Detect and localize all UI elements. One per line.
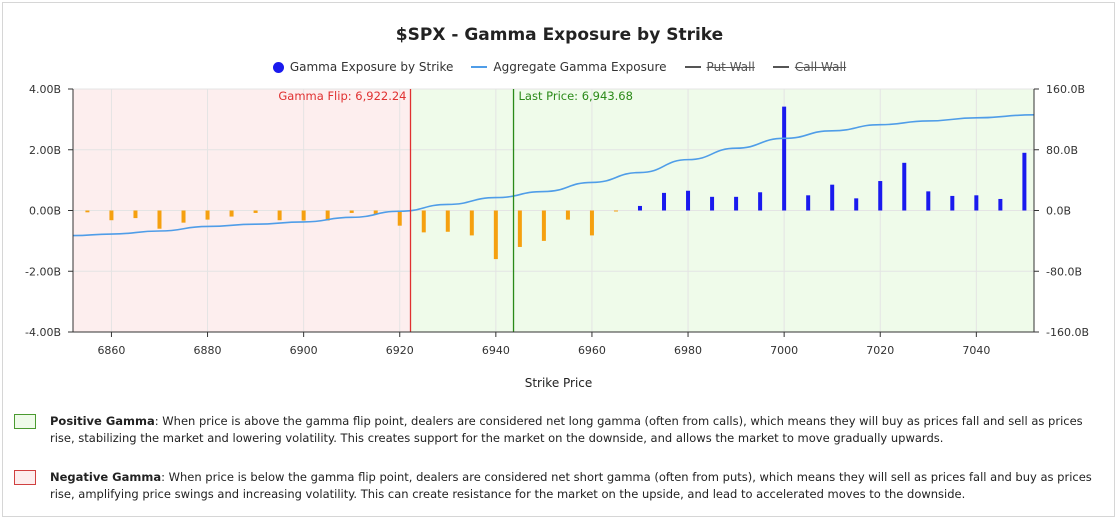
bar-6855 — [85, 210, 90, 213]
x-tick-label: 6980 — [674, 344, 702, 357]
bar-6945 — [517, 210, 522, 247]
chart-title: $SPX - Gamma Exposure by Strike — [395, 25, 724, 45]
note-body: : When price is above the gamma flip poi… — [50, 414, 1083, 445]
bar-6940 — [493, 210, 498, 260]
x-tick-label: 6860 — [97, 344, 125, 357]
bar-6985 — [710, 196, 715, 211]
bar-6920 — [397, 210, 402, 226]
y-tick-label-right: -160.0B — [1046, 326, 1089, 339]
note-positive-gamma: Positive Gamma: When price is above the … — [14, 413, 1099, 447]
x-axis-label: Strike Price — [525, 376, 593, 390]
chart-plot: Gamma Flip: 6,922.24 Last Price: 6,943.68… — [25, 83, 1089, 390]
note-negative-gamma: Negative Gamma: When price is below the … — [14, 469, 1099, 503]
bar-6990 — [734, 196, 739, 211]
bar-6935 — [469, 210, 474, 236]
x-tick-label: 7000 — [770, 344, 798, 357]
legend-item-put-wall[interactable]: Put Wall — [684, 60, 755, 74]
negative-gamma-swatch — [14, 470, 36, 485]
y-tick-label-right: -80.0B — [1046, 265, 1082, 278]
y-tick-label-right: 0.0B — [1046, 205, 1071, 218]
legend-line-icon — [471, 66, 488, 68]
bar-7010 — [830, 184, 835, 211]
bar-6980 — [686, 190, 691, 211]
legend-label: Aggregate Gamma Exposure — [493, 60, 667, 74]
note-term: Negative Gamma — [50, 470, 162, 484]
bar-6995 — [758, 192, 763, 211]
y-tick-label-left: -2.00B — [25, 265, 61, 278]
bar-7005 — [806, 195, 811, 211]
legend-label: Gamma Exposure by Strike — [289, 60, 454, 74]
y-tick-label-left: -4.00B — [25, 326, 61, 339]
legend-item-aggregate-gamma-exposure[interactable]: Aggregate Gamma Exposure — [471, 60, 667, 74]
ref-label-gamma-flip: Gamma Flip: 6,922.24 — [278, 89, 406, 103]
ref-label-last-price: Last Price: 6,943.68 — [519, 89, 633, 103]
bar-6975 — [662, 192, 667, 211]
chart-legend: Gamma Exposure by Strike Aggregate Gamma … — [3, 60, 1116, 74]
aggregate-gamma-line — [72, 114, 1035, 237]
note-body: : When price is below the gamma flip poi… — [50, 470, 1092, 501]
positive-gamma-swatch — [14, 414, 36, 429]
bar-6910 — [349, 210, 354, 213]
bar-6930 — [445, 210, 450, 232]
bar-6965 — [613, 210, 618, 212]
bar-7020 — [878, 181, 883, 211]
bar-6895 — [277, 210, 282, 221]
bar-6860 — [109, 210, 114, 221]
bar-6865 — [133, 210, 138, 219]
bar-7000 — [782, 106, 787, 211]
bar-6970 — [637, 205, 642, 211]
bar-7025 — [902, 162, 907, 211]
x-tick-label: 6920 — [386, 344, 414, 357]
legend-item-call-wall[interactable]: Call Wall — [772, 60, 847, 74]
legend-item-gamma-exposure-by-strike[interactable]: Gamma Exposure by Strike — [272, 60, 454, 74]
bar-6955 — [565, 210, 570, 220]
legend-label: Call Wall — [794, 60, 847, 74]
legend-label: Put Wall — [706, 60, 755, 74]
bar-6960 — [589, 210, 594, 236]
legend-line-icon — [772, 66, 789, 68]
bar-6950 — [541, 210, 546, 241]
bar-6890 — [253, 210, 258, 213]
x-tick-label: 6880 — [194, 344, 222, 357]
bar-6880 — [205, 210, 210, 220]
note-term: Positive Gamma — [50, 414, 155, 428]
legend-line-icon — [684, 66, 701, 68]
x-tick-label: 7040 — [962, 344, 990, 357]
bar-7030 — [926, 191, 931, 211]
bar-7050 — [1022, 152, 1027, 211]
y-tick-label-left: 2.00B — [29, 144, 61, 157]
y-tick-label-left: 4.00B — [29, 83, 61, 96]
bar-6870 — [157, 210, 162, 229]
y-tick-label-right: 80.0B — [1046, 144, 1078, 157]
x-tick-label: 6940 — [482, 344, 510, 357]
bar-7040 — [974, 195, 979, 211]
y-tick-label-right: 160.0B — [1046, 83, 1085, 96]
bar-6925 — [421, 210, 426, 233]
bar-6905 — [325, 210, 330, 221]
bar-7035 — [950, 195, 955, 211]
y-tick-label-left: 0.00B — [29, 205, 61, 218]
bar-7045 — [998, 198, 1003, 211]
bar-6885 — [229, 210, 234, 217]
x-tick-label: 6960 — [578, 344, 606, 357]
bar-7015 — [854, 198, 859, 211]
x-tick-label: 6900 — [290, 344, 318, 357]
bar-6875 — [181, 210, 186, 223]
legend-dot-icon — [272, 61, 284, 73]
x-tick-label: 7020 — [866, 344, 894, 357]
bar-6900 — [301, 210, 306, 221]
bar-6915 — [373, 210, 378, 215]
